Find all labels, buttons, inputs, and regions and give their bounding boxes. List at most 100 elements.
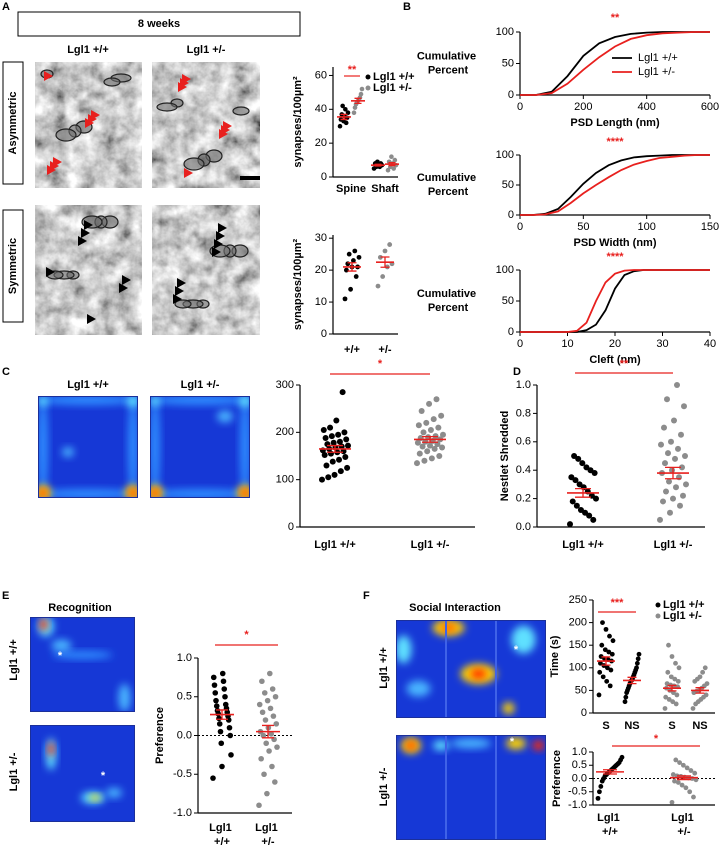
data-point [573,502,580,509]
error-bar [388,161,396,167]
data-point [256,701,263,708]
arrowhead [214,239,223,249]
x-tick-label: 600 [701,101,719,113]
row-label: Lgl1 +/+ [8,639,20,681]
data-point [427,442,433,449]
x-tick-label: 200 [574,101,592,113]
y-tick-label: 10 [315,296,327,308]
data-point [634,660,640,666]
arrowhead [216,231,225,241]
data-point [665,450,671,457]
data-point [424,448,431,455]
y-tick-label: 30 [315,232,327,244]
significance: * [378,358,383,370]
cdf-line [520,31,710,96]
data-point [697,674,703,680]
data-point [259,709,266,716]
x-tick-label: Lgl1 +/- [255,822,281,847]
heat-spot [396,635,412,664]
data-point [602,647,608,653]
y-tick-label: 100 [496,264,514,276]
data-point [703,692,709,698]
data-point [433,396,440,403]
data-point [421,457,428,464]
y-tick-label: 0.8 [516,407,531,419]
panel-letter: C [2,366,10,378]
data-point [691,794,696,800]
data-point [220,678,227,685]
x-tick-label: 30 [656,338,668,350]
data-point [213,697,219,704]
data-point [331,471,338,478]
data-point [672,778,677,784]
data-point [670,772,676,777]
data-point [609,651,615,657]
data-point [607,683,613,689]
x-tick-label: NS [692,720,707,732]
data-point [353,274,359,279]
data-point [344,464,351,471]
data-point [351,110,357,115]
data-point [668,438,674,445]
heat-spot [118,683,131,712]
data-point [423,419,430,426]
legend-label: Lgl1 +/+ [638,52,678,64]
data-point [259,678,265,685]
data-point [340,103,345,109]
data-point [217,728,224,735]
heatmap [396,620,546,718]
heatmap [30,725,135,822]
y-tick-label: 50 [575,684,587,696]
micrograph [152,62,260,188]
data-point [335,431,342,438]
heatmap-frame [396,735,546,840]
data-point [380,274,386,279]
error-bar [665,466,681,480]
data-point [228,752,234,758]
data-point [603,626,609,632]
y-tick-label: 0.0 [572,772,587,784]
data-point [322,435,329,442]
data-point [222,701,229,708]
data-point [210,674,217,681]
data-point [571,453,578,459]
data-point [663,488,669,495]
data-point [667,509,673,516]
data-point [661,424,667,431]
y-tick-label: 1.0 [177,652,192,664]
data-point [427,426,434,433]
data-point [213,703,220,709]
data-point [267,705,274,712]
data-point [262,717,269,723]
column-label: Lgl1 +/+ [67,379,109,391]
data-point [600,620,605,625]
y-tick-label: 200 [276,426,294,438]
data-point [675,445,681,452]
arrowhead [46,267,55,277]
data-point [704,681,710,687]
heat-spot [38,397,48,497]
x-tick-label: Spine [336,183,366,195]
data-point [419,443,426,450]
marker: * [514,644,519,656]
x-tick-label: Lgl1 +/+ [562,539,604,551]
data-point [333,417,340,424]
data-point [267,670,273,677]
heat-spot [51,639,72,652]
arrowhead [175,286,184,296]
heatmap [38,396,138,498]
x-tick-label: 50 [577,221,589,233]
data-point [359,86,365,92]
y-tick-label: -0.5 [568,786,587,798]
panel-title: Recognition [48,602,112,614]
data-point [577,506,584,513]
data-point [672,676,678,682]
data-point [681,403,687,410]
data-point [263,740,270,747]
x-tick-label: S [668,720,675,732]
row-box [2,61,24,185]
data-point [272,693,279,700]
heat-spot [217,410,233,423]
significance: * [244,629,249,641]
data-point [258,755,264,762]
